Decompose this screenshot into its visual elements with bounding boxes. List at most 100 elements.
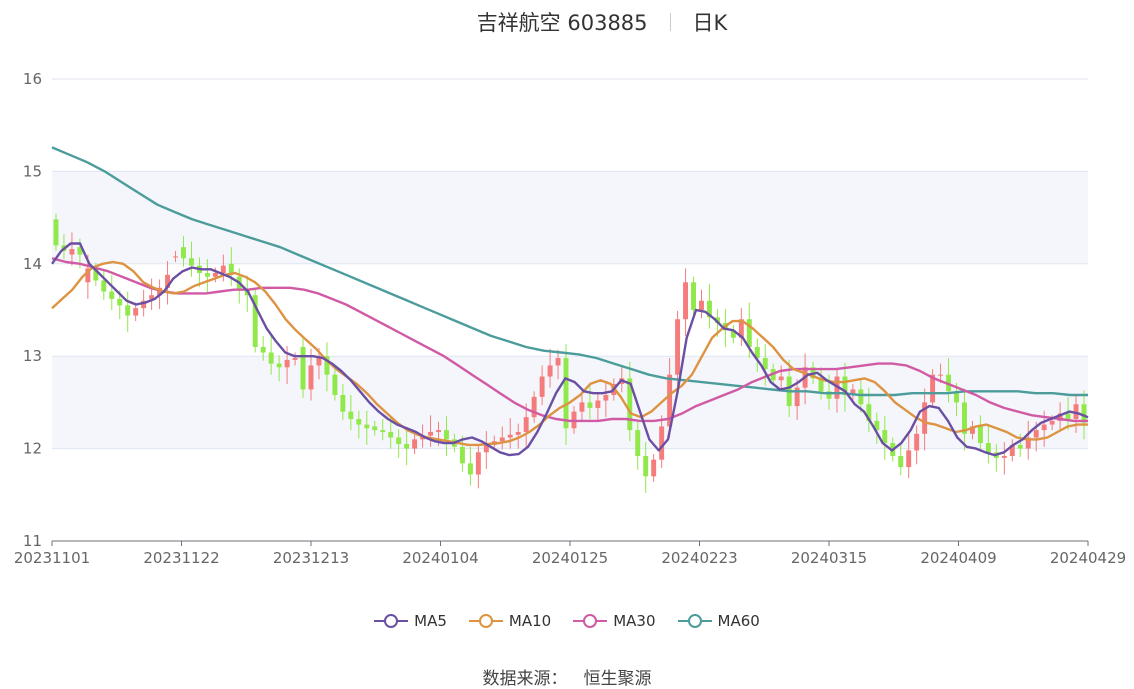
candle-body xyxy=(173,256,178,258)
candle-body xyxy=(292,358,298,360)
legend-item-ma60[interactable]: MA60 xyxy=(677,612,760,630)
candle-body xyxy=(842,376,848,396)
legend-ma5-icon xyxy=(374,614,409,628)
candle-body xyxy=(699,300,704,310)
y-tick-label: 12 xyxy=(23,440,42,458)
candle-body xyxy=(1081,404,1087,423)
candle-body xyxy=(467,463,473,475)
candle-body xyxy=(149,295,155,299)
candle-body xyxy=(659,426,665,460)
legend-ma30-icon xyxy=(573,614,608,628)
candle-body xyxy=(555,358,561,366)
candle-body xyxy=(372,426,378,431)
candle-body xyxy=(109,291,115,299)
candle-body xyxy=(420,435,426,440)
candle-body xyxy=(595,400,601,408)
legend-item-ma5[interactable]: MA5 xyxy=(374,612,447,630)
candle-body xyxy=(762,358,768,370)
candle-body xyxy=(404,443,410,449)
ma60-line xyxy=(51,146,1088,397)
grid-band xyxy=(52,79,1088,172)
candle-body xyxy=(954,391,959,403)
candle-body xyxy=(356,419,362,425)
candle-body xyxy=(866,404,872,421)
candle-body xyxy=(133,308,139,316)
candle-body xyxy=(930,374,936,403)
ma30-line xyxy=(51,257,1088,423)
x-tick-label: 20240223 xyxy=(661,549,737,567)
candle-body xyxy=(922,402,928,434)
x-tick-label: 20240429 xyxy=(1050,549,1126,567)
candle-body xyxy=(436,430,441,432)
candle-body xyxy=(651,459,657,477)
candle-body xyxy=(228,263,234,275)
candle-body xyxy=(459,446,465,464)
candle-body xyxy=(938,374,944,376)
ma5-line xyxy=(51,242,1089,457)
candle-body xyxy=(603,395,609,401)
candle-body xyxy=(444,430,449,440)
candle-body xyxy=(181,247,186,259)
legend-item-ma10[interactable]: MA10 xyxy=(468,612,552,630)
candle-body xyxy=(69,249,75,255)
candle-body xyxy=(507,434,513,438)
candle-body xyxy=(316,356,322,366)
candle-body xyxy=(563,358,569,429)
candle-body xyxy=(977,426,983,444)
x-tick-label: 20240104 xyxy=(402,549,478,567)
candle-body xyxy=(388,431,394,438)
candle-body xyxy=(1017,444,1023,449)
candle-body xyxy=(969,426,975,434)
candle-body xyxy=(523,417,529,432)
y-tick-label: 16 xyxy=(23,70,42,88)
candle-body xyxy=(706,300,712,318)
candle-body xyxy=(683,282,689,320)
candle-body xyxy=(380,430,386,432)
candle-body xyxy=(268,352,274,364)
chart-title: 吉祥航空 603885 日K xyxy=(0,6,1134,38)
candle-body xyxy=(428,431,434,436)
candle-body xyxy=(850,389,856,396)
candle-body xyxy=(627,378,633,431)
source-value: 恒生聚源 xyxy=(583,669,652,689)
x-tick-label: 20231101 xyxy=(14,549,90,567)
candle-body xyxy=(675,319,681,375)
candle-body xyxy=(220,265,226,274)
candlestick-chart: 11 12 13 14 15 16 20231101 20231122 20231213 2024… xyxy=(14,70,1126,567)
candle-body xyxy=(475,452,481,475)
candle-body xyxy=(914,433,920,451)
y-tick-label: 15 xyxy=(23,162,42,180)
candle-body xyxy=(738,319,744,338)
candle-body xyxy=(101,280,107,292)
y-tick-label: 14 xyxy=(23,255,42,273)
source-label: 数据来源： xyxy=(482,669,568,689)
candle-body xyxy=(1057,413,1063,421)
candle-body xyxy=(1049,420,1055,425)
candle-body xyxy=(826,391,832,399)
candle-body xyxy=(276,363,282,368)
candle-body xyxy=(332,374,338,396)
legend-label: MA10 xyxy=(508,612,552,630)
candle-body xyxy=(579,402,585,412)
candle-body xyxy=(531,396,537,418)
legend-ma10-icon xyxy=(468,614,503,628)
candle-body xyxy=(906,450,912,468)
candle-body xyxy=(1073,404,1079,420)
candle-body xyxy=(1001,455,1007,458)
candle-body xyxy=(714,317,720,323)
candle-body xyxy=(483,444,489,453)
x-tick-label: 20231122 xyxy=(143,549,219,567)
x-tick-label: 20240315 xyxy=(791,549,867,567)
candle-body xyxy=(746,319,752,347)
candle-body xyxy=(324,356,330,375)
candle-body xyxy=(308,365,314,390)
candle-body xyxy=(77,247,83,255)
candle-body xyxy=(587,402,593,408)
x-tick-label: 20231213 xyxy=(273,549,349,567)
candle-body xyxy=(547,365,553,377)
legend-label: MA60 xyxy=(717,612,760,630)
candle-body xyxy=(212,273,218,277)
candle-body xyxy=(794,387,800,407)
legend-item-ma30[interactable]: MA30 xyxy=(573,612,656,630)
candle-body xyxy=(635,430,641,456)
